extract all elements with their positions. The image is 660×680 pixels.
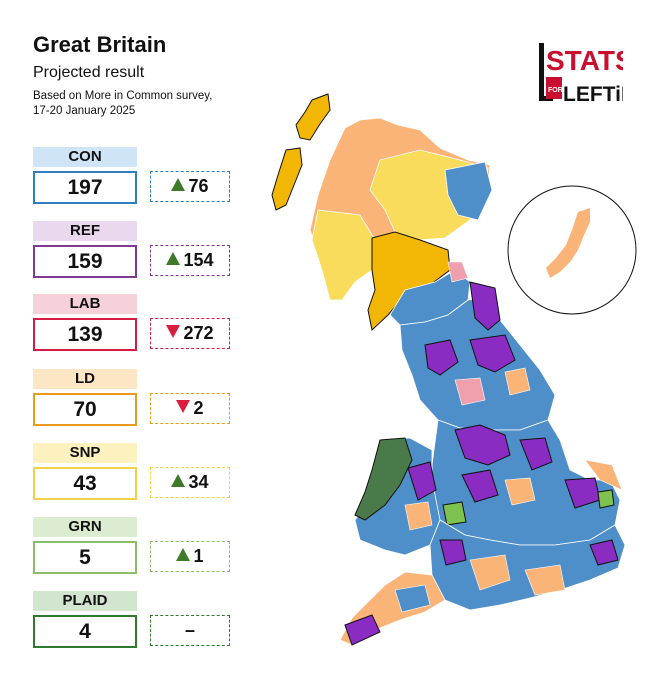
party-label-ref: REF xyxy=(33,221,137,241)
map-region-east-ld xyxy=(584,459,623,491)
party-change-lab: 272 xyxy=(150,318,230,349)
map-region-south-ld-2 xyxy=(524,564,566,596)
party-change-con: 76 xyxy=(150,171,230,202)
party-label-lab: LAB xyxy=(33,294,137,314)
party-seats-snp: 43 xyxy=(33,467,137,500)
map-region-north-lab xyxy=(454,377,486,406)
party-label-snp: SNP xyxy=(33,443,137,463)
change-arrow-icon xyxy=(166,325,181,338)
map-region-scotland-west xyxy=(311,209,376,301)
map-region-wales-ld xyxy=(404,501,433,531)
map-region-north-ref-1 xyxy=(469,281,501,331)
map-region-north-ref-3 xyxy=(469,334,516,373)
map-region-south-ref xyxy=(439,539,467,566)
map-region-hebrides xyxy=(271,147,303,211)
map-region-shetland xyxy=(295,93,331,141)
page-subtitle: Projected result xyxy=(33,64,145,81)
map-region-sw-con xyxy=(394,584,431,613)
inset-shetland xyxy=(546,208,590,278)
change-arrow-icon xyxy=(171,178,186,191)
map-region-south-ld-1 xyxy=(469,554,511,591)
party-row-lab: LAB 139 272 xyxy=(33,294,233,360)
stats-for-lefties-logo: STATS FOR LEFTiES xyxy=(539,43,623,105)
svg-text:STATS: STATS xyxy=(546,45,623,76)
party-label-ld: LD xyxy=(33,369,137,389)
change-arrow-icon xyxy=(176,400,191,413)
party-change-grn: 1 xyxy=(150,541,230,572)
party-seats-lab: 139 xyxy=(33,318,137,351)
constituency-map xyxy=(271,93,637,646)
party-row-grn: GRN 5 1 xyxy=(33,517,233,583)
map-region-plaid xyxy=(354,437,413,521)
map-region-lab-edinburgh xyxy=(447,261,469,283)
map-region-sw-ref xyxy=(344,614,381,646)
party-row-ld: LD 70 2 xyxy=(33,369,233,435)
svg-text:LEFTiES: LEFTiES xyxy=(563,83,623,105)
map-region-kent-ref xyxy=(589,539,619,566)
source-note: Based on More in Common survey, 17-20 Ja… xyxy=(33,90,213,117)
map-region-midlands-ref-2 xyxy=(519,437,553,471)
party-label-con: CON xyxy=(33,147,137,167)
party-label-plaid: PLAID xyxy=(33,591,137,611)
party-seats-ld: 70 xyxy=(33,393,137,426)
party-change-plaid: – xyxy=(150,615,230,646)
map-region-south xyxy=(429,519,626,611)
party-row-ref: REF 159 154 xyxy=(33,221,233,287)
party-row-snp: SNP 43 34 xyxy=(33,443,233,509)
party-seats-ref: 159 xyxy=(33,245,137,278)
change-arrow-icon xyxy=(176,548,191,561)
party-change-snp: 34 xyxy=(150,467,230,498)
map-region-aberdeen xyxy=(444,161,493,221)
party-seats-plaid: 4 xyxy=(33,615,137,648)
map-region-east-grn xyxy=(597,489,615,509)
map-region-north-ld xyxy=(504,367,531,396)
map-region-wales-ref xyxy=(407,461,437,501)
party-row-con: CON 197 76 xyxy=(33,147,233,213)
change-arrow-icon xyxy=(171,474,186,487)
map-region-north-ref-2 xyxy=(424,339,459,376)
map-region-midlands-ref-3 xyxy=(461,469,499,503)
party-row-plaid: PLAID 4 – xyxy=(33,591,233,657)
party-seats-grn: 5 xyxy=(33,541,137,574)
party-change-ref: 154 xyxy=(150,245,230,276)
party-seats-con: 197 xyxy=(33,171,137,204)
party-change-ld: 2 xyxy=(150,393,230,424)
map-region-midlands-ld xyxy=(504,477,536,506)
page-title: Great Britain xyxy=(33,32,167,57)
map-region-midlands-grn xyxy=(442,501,467,526)
change-arrow-icon xyxy=(166,252,181,265)
svg-text:FOR: FOR xyxy=(548,87,563,94)
map-region-midlands-ref-1 xyxy=(454,424,511,466)
party-label-grn: GRN xyxy=(33,517,137,537)
